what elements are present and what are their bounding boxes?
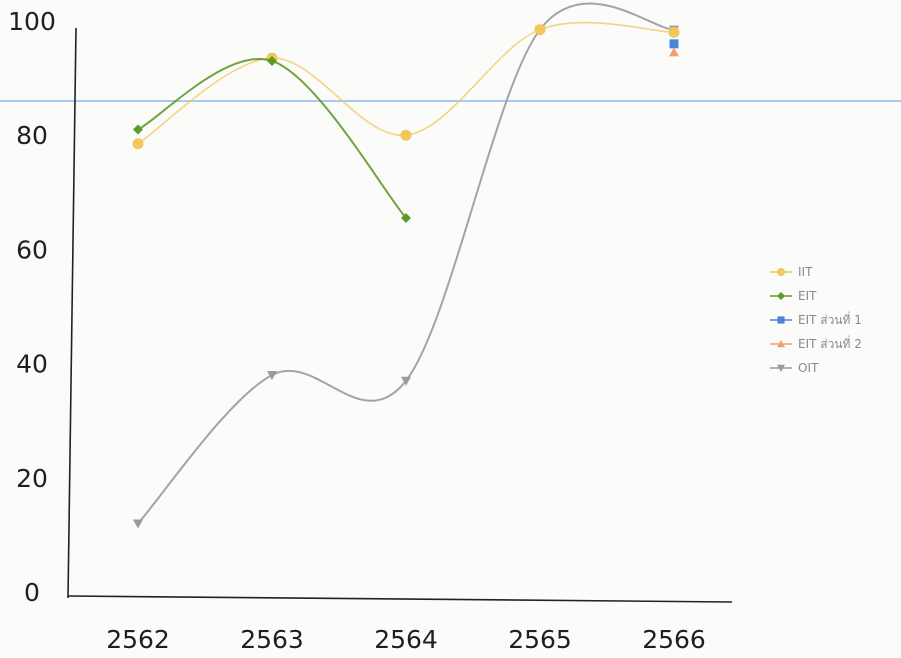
legend: IIT EIT EIT ส่วนที่ 1 EIT ส่วนที่ 2 OIT [770,265,862,375]
series [670,39,679,48]
series [669,47,679,56]
tick-labels: 0 20 40 60 80 100 2562 2563 2564 2565 2566 [8,7,706,654]
legend-label: OIT [798,361,819,375]
x-tick-label: 2562 [106,625,170,654]
y-tick-label: 40 [16,350,48,379]
data-point [535,24,546,35]
x-tick-label: 2565 [508,625,572,654]
y-tick-label: 80 [16,121,48,150]
legend-item: EIT ส่วนที่ 1 [770,311,862,327]
series-line [138,23,674,144]
legend-label: IIT [798,265,813,279]
series-line [138,59,406,218]
data-point [133,124,143,134]
legend-label: EIT ส่วนที่ 2 [798,335,862,351]
data-point [133,138,144,149]
data-point [777,316,784,323]
series-line [138,4,674,524]
legend-item: OIT [770,361,819,375]
x-tick-label: 2566 [642,625,706,654]
y-tick-label: 20 [16,464,48,493]
x-tick-label: 2563 [240,625,304,654]
data-point [777,292,785,300]
legend-item: EIT ส่วนที่ 2 [770,335,862,351]
data-point [133,519,143,528]
legend-label: EIT ส่วนที่ 1 [798,311,862,327]
axes [68,28,732,602]
legend-item: EIT [770,289,817,303]
legend-item: IIT [770,265,813,279]
series [133,56,411,223]
x-axis [68,596,732,602]
data-point [267,371,277,380]
data-point [669,47,679,56]
data-point [669,27,680,38]
series [133,23,680,150]
y-axis [68,28,76,598]
data-point [777,268,785,276]
y-tick-label: 0 [24,578,40,607]
x-tick-label: 2564 [374,625,438,654]
data-point [401,130,412,141]
legend-label: EIT [798,289,817,303]
y-tick-label: 60 [16,235,48,264]
data-point [670,39,679,48]
series-layer [133,4,680,529]
y-tick-label: 100 [8,7,56,36]
